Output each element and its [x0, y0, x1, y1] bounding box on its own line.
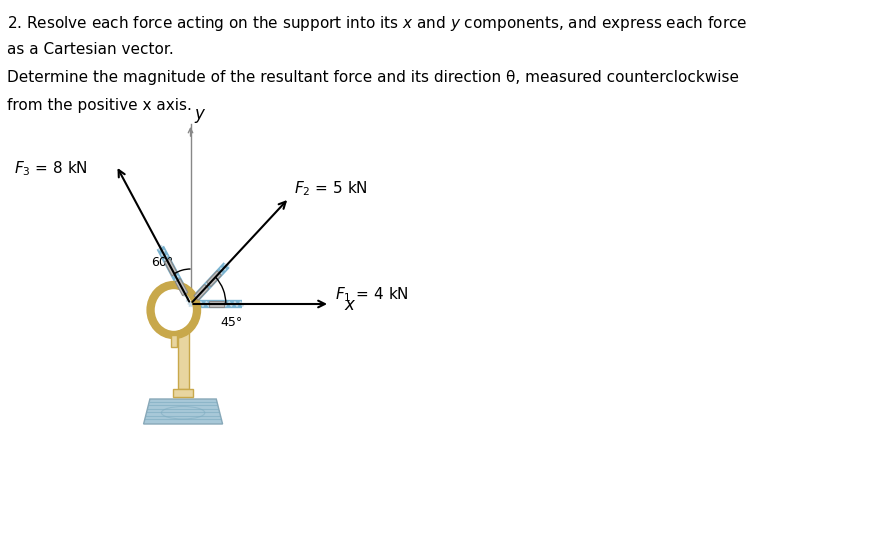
Circle shape — [155, 289, 193, 331]
Bar — [173, 389, 193, 397]
Text: $F_1$ = 4 kN: $F_1$ = 4 kN — [335, 285, 408, 303]
Text: 45°: 45° — [220, 316, 243, 329]
Polygon shape — [194, 285, 208, 300]
Bar — [171, 335, 177, 347]
Text: as a Cartesian vector.: as a Cartesian vector. — [7, 42, 174, 57]
Text: $F_2$ = 5 kN: $F_2$ = 5 kN — [294, 179, 367, 198]
Polygon shape — [207, 271, 222, 287]
Bar — [177, 310, 189, 389]
Text: Determine the magnitude of the resultant force and its direction θ, measured cou: Determine the magnitude of the resultant… — [7, 70, 739, 85]
Text: 60°: 60° — [152, 256, 174, 269]
Polygon shape — [144, 399, 223, 424]
Text: $y$: $y$ — [194, 107, 207, 125]
Polygon shape — [208, 301, 223, 307]
Polygon shape — [175, 279, 188, 295]
Polygon shape — [164, 259, 177, 276]
Text: 2. Resolve each force acting on the support into its $x$ and $y$ components, and: 2. Resolve each force acting on the supp… — [7, 14, 748, 33]
Text: $x$: $x$ — [343, 296, 356, 314]
Text: from the positive x axis.: from the positive x axis. — [7, 98, 192, 113]
Text: $F_3$ = 8 kN: $F_3$ = 8 kN — [14, 160, 87, 178]
